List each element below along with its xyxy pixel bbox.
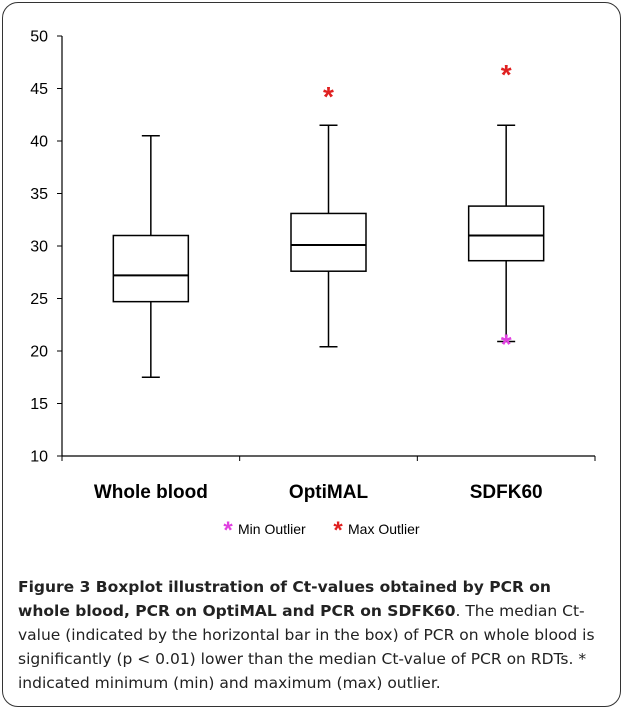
box-whole-blood	[112, 234, 190, 303]
x-category-label-sdfk60: SDFK60	[470, 482, 543, 503]
boxplot-chart: 10 15 20 25 30 35 40 45 50 Whole blood * OptiMAL * * S…	[30, 29, 596, 544]
caption-label: Figure 3 Boxplot illustration of Ct-valu…	[18, 578, 551, 620]
caption-text: . The median Ct-value (indicated by the …	[18, 602, 595, 692]
y-tick-label-10: 10	[30, 449, 48, 466]
min-outlier-sdfk60: *	[501, 329, 512, 360]
y-tick-label-30: 30	[30, 239, 48, 256]
x-category-label-whole-blood: Whole blood	[94, 482, 208, 503]
legend-label-min-outlier: Min Outlier	[238, 521, 306, 537]
box-sdfk60	[467, 205, 545, 262]
box-optimal	[290, 212, 367, 272]
y-tick-label-50: 50	[30, 29, 48, 46]
y-tick-label-40: 40	[30, 134, 48, 151]
y-tick-label-25: 25	[30, 291, 48, 308]
y-tick-label-20: 20	[30, 344, 48, 361]
max-outlier-sdfk60: *	[501, 59, 512, 90]
legend-marker-max-outlier: *	[333, 517, 343, 544]
y-tick-label-35: 35	[30, 186, 48, 203]
legend-label-max-outlier: Max Outlier	[348, 521, 420, 537]
legend-marker-min-outlier: *	[223, 517, 233, 544]
y-tick-label-45: 45	[30, 81, 48, 98]
y-tick-label-15: 15	[30, 396, 48, 413]
max-outlier-optimal: *	[323, 81, 334, 112]
x-category-label-optimal: OptiMAL	[289, 482, 369, 503]
figure-caption: Figure 3 Boxplot illustration of Ct-valu…	[18, 575, 608, 695]
